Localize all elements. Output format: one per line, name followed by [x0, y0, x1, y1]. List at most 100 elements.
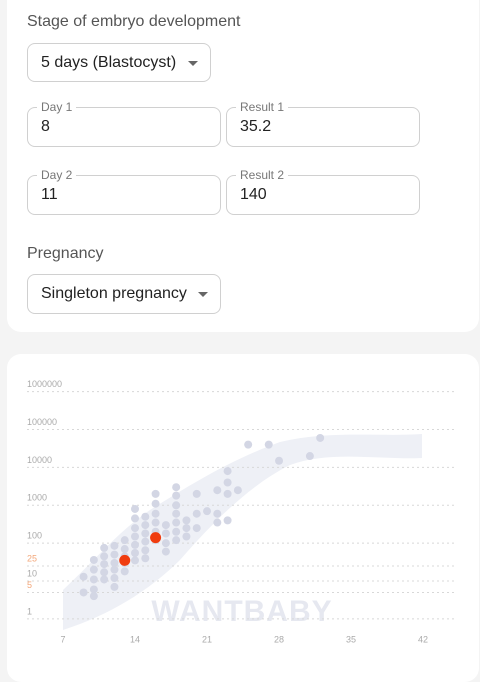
data-point: [161, 529, 170, 538]
pregnancy-value: Singleton pregnancy: [41, 285, 187, 302]
data-point: [100, 575, 109, 584]
y-tick-label: 5: [27, 580, 32, 590]
data-point: [244, 440, 253, 449]
field-value: 35.2: [240, 118, 272, 135]
data-point: [89, 592, 98, 601]
data-point: [182, 532, 191, 541]
data-point: [120, 567, 129, 576]
data-point: [141, 537, 150, 546]
data-point: [223, 478, 232, 487]
caret: [198, 292, 208, 297]
data-point: [192, 524, 201, 533]
data-point: [172, 491, 181, 500]
x-tick-label: 21: [202, 634, 212, 644]
data-point: [151, 489, 160, 498]
data-point: [192, 489, 201, 498]
data-point: [275, 456, 284, 465]
data-point: [172, 483, 181, 492]
data-point: [89, 565, 98, 574]
data-point: [151, 509, 160, 518]
result-input[interactable]: Result 1 35.2: [226, 100, 420, 147]
y-tick-label: 1: [27, 606, 32, 616]
stage-value: 5 days (Blastocyst): [41, 54, 177, 71]
data-point: [141, 512, 150, 521]
x-tick-label: 14: [130, 634, 140, 644]
data-point: [79, 588, 88, 597]
pregnancy-label: Pregnancy: [27, 245, 104, 262]
data-point: [172, 527, 181, 536]
data-point: [131, 504, 140, 513]
pregnancy-select[interactable]: Singleton pregnancy: [27, 274, 221, 314]
field-label: Day 1: [37, 100, 77, 114]
data-point: [110, 558, 119, 567]
field-value: 11: [41, 186, 58, 203]
data-point: [131, 540, 140, 549]
data-point: [100, 560, 109, 569]
data-point: [120, 545, 129, 554]
data-point: [141, 554, 150, 563]
data-point: [89, 555, 98, 564]
data-point: [131, 548, 140, 557]
data-point: [305, 452, 314, 461]
stage-label: Stage of embryo development: [27, 13, 241, 30]
data-point: [89, 575, 98, 584]
data-point: [213, 509, 222, 518]
y-tick-label: 100: [27, 531, 42, 541]
data-point: [79, 572, 88, 581]
data-point: [110, 574, 119, 583]
data-point: [161, 547, 170, 556]
x-tick-label: 28: [274, 634, 284, 644]
data-point: [213, 486, 222, 495]
data-point: [150, 532, 162, 544]
field-label: Result 2: [236, 168, 289, 182]
day-input[interactable]: Day 1 8: [27, 100, 221, 147]
data-point: [213, 518, 222, 527]
data-point: [131, 514, 140, 523]
data-point: [161, 521, 170, 530]
data-point: [89, 585, 98, 594]
x-tick-label: 7: [60, 634, 65, 644]
data-point: [110, 582, 119, 591]
data-point: [223, 467, 232, 476]
data-point: [151, 518, 160, 527]
chart-card: [7, 354, 479, 682]
data-point: [161, 539, 170, 548]
day-input[interactable]: Day 2 11: [27, 168, 221, 215]
data-point: [141, 529, 150, 538]
data-point: [100, 543, 109, 552]
stage-select[interactable]: 5 days (Blastocyst): [27, 43, 211, 82]
data-point: [151, 499, 160, 508]
y-tick-label: 10: [27, 568, 37, 578]
x-tick-label: 42: [418, 634, 428, 644]
data-point: [172, 509, 181, 518]
x-tick-label: 35: [346, 634, 356, 644]
data-point: [264, 440, 273, 449]
data-point: [100, 552, 109, 561]
data-point: [182, 516, 191, 525]
caret: [188, 61, 198, 66]
data-point: [131, 556, 140, 565]
watermark: WANTBABY: [151, 595, 332, 628]
y-tick-label: 100000: [27, 417, 57, 427]
data-point: [316, 433, 325, 442]
data-point: [110, 541, 119, 550]
data-point: [120, 536, 129, 545]
data-point: [110, 565, 119, 574]
y-tick-label: 10000: [27, 455, 52, 465]
data-point: [131, 524, 140, 533]
y-tick-label: 25: [27, 553, 37, 563]
field-label: Result 1: [236, 100, 289, 114]
data-point: [223, 489, 232, 498]
y-tick-label: 1000000: [27, 379, 62, 389]
field-label: Day 2: [37, 168, 77, 182]
data-point: [172, 518, 181, 527]
field-value: 140: [240, 186, 267, 203]
data-point: [223, 516, 232, 525]
data-point: [131, 532, 140, 541]
data-point: [233, 486, 242, 495]
data-point: [110, 550, 119, 559]
data-point: [141, 546, 150, 555]
result-input[interactable]: Result 2 140: [226, 168, 420, 215]
